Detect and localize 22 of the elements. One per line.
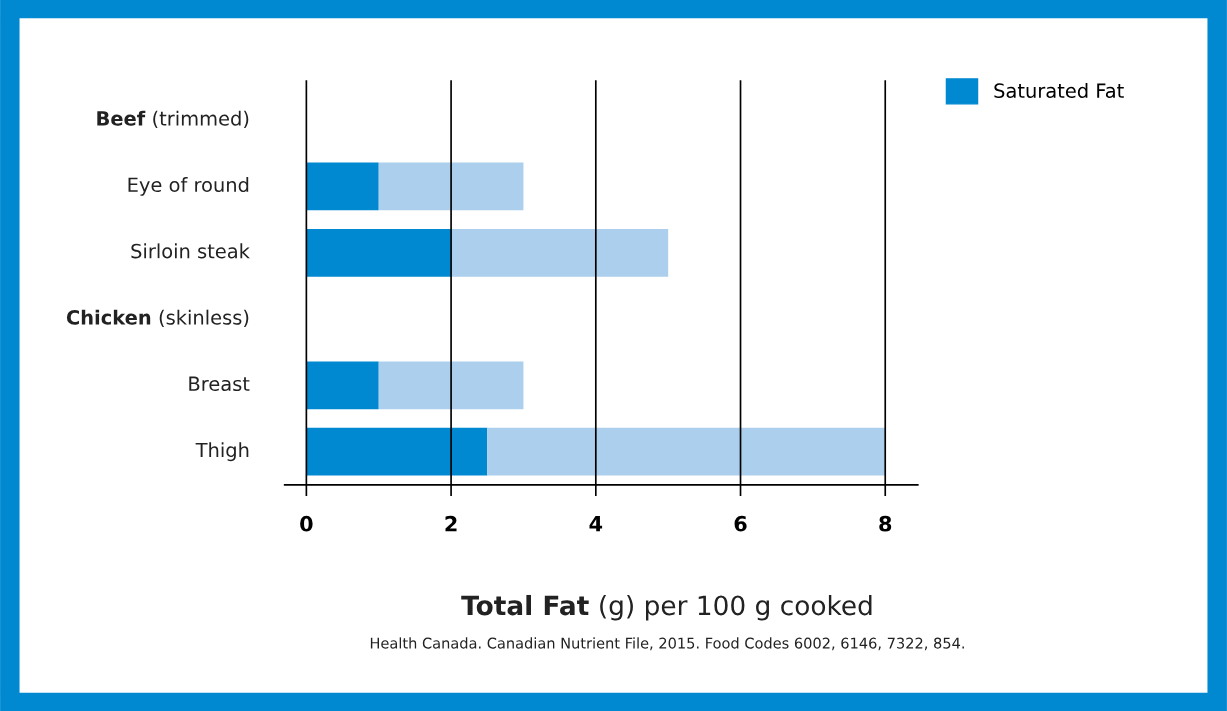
x-tick-label: 4 xyxy=(589,516,603,532)
bar xyxy=(306,361,379,410)
y-tick-label: Breast xyxy=(189,376,250,392)
bar xyxy=(306,427,488,476)
bar xyxy=(306,228,452,277)
text: Health Canada. Canadian Nutrient File, 2015. Food Codes 6002, 6146, 7322, 854. xyxy=(370,637,964,651)
x-tick-label: 6 xyxy=(734,515,747,532)
y-tick-label: Chicken (skinless) xyxy=(66,309,249,328)
x-tick-label: 8 xyxy=(879,515,892,532)
x-tick-label: 0 xyxy=(300,515,313,532)
y-tick-label: Eye of round xyxy=(128,177,249,196)
bar xyxy=(378,361,524,410)
x-axis-title: Total Fat (g) per 100 g cooked xyxy=(461,594,872,621)
bar xyxy=(487,427,886,476)
bar xyxy=(306,162,379,211)
x-tick-label: 2 xyxy=(445,515,457,532)
legend-label: Saturated Fat xyxy=(994,82,1124,99)
y-tick-label: Thigh xyxy=(195,442,249,462)
y-tick-label: Beef (trimmed) xyxy=(97,110,249,129)
y-tick-label: Sirloin steak xyxy=(131,243,250,259)
bar xyxy=(451,228,669,277)
bar xyxy=(378,162,524,211)
